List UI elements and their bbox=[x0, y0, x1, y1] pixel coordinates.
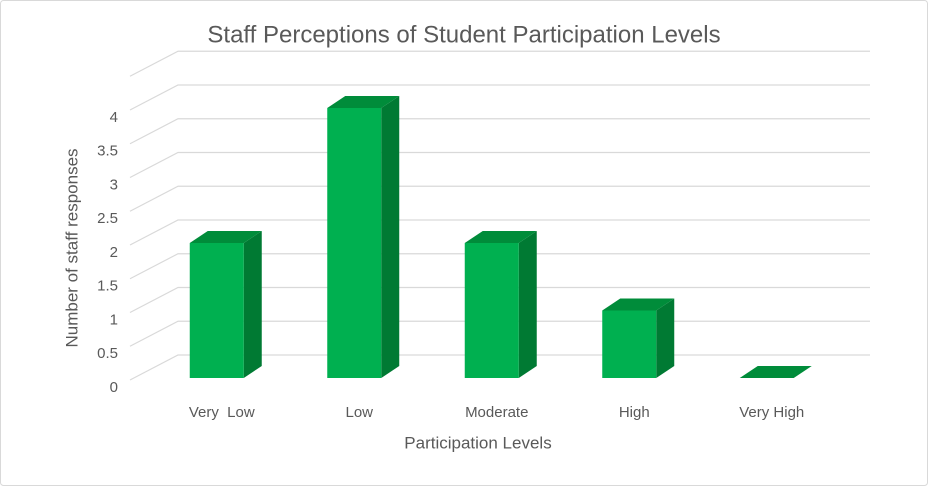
bar bbox=[327, 108, 382, 378]
y-tick-label: 3.5 bbox=[97, 143, 118, 160]
bar-top bbox=[739, 366, 812, 378]
y-axis-title: Number of staff responses bbox=[62, 148, 81, 347]
chart-title: Staff Perceptions of Student Participati… bbox=[207, 21, 720, 48]
grid-line bbox=[129, 185, 870, 212]
grid-line bbox=[129, 219, 870, 246]
bar-side bbox=[243, 231, 262, 378]
bar-top bbox=[327, 96, 400, 108]
y-tick-label: 2 bbox=[110, 244, 118, 261]
bar-side bbox=[381, 96, 400, 378]
y-tick-label: 3 bbox=[110, 176, 118, 193]
x-tick-label: High bbox=[619, 404, 650, 421]
y-tick-label: 4 bbox=[110, 109, 118, 126]
x-tick-label: Very Low bbox=[189, 404, 255, 421]
y-tick-label: 1 bbox=[110, 311, 118, 328]
grid-line bbox=[129, 118, 870, 145]
bar-top bbox=[189, 231, 262, 243]
grid-line bbox=[129, 253, 870, 280]
bar-side bbox=[656, 298, 675, 378]
y-tick-label: 0.5 bbox=[97, 345, 118, 362]
grid-line bbox=[129, 151, 870, 179]
x-tick-label: Low bbox=[345, 404, 373, 421]
x-axis-title: Participation Levels bbox=[404, 433, 551, 452]
bar bbox=[602, 310, 657, 378]
bar-top bbox=[464, 231, 537, 243]
bar-top bbox=[602, 298, 675, 311]
grid-line bbox=[129, 50, 870, 77]
bar-side bbox=[518, 231, 537, 378]
y-tick-label: 2.5 bbox=[97, 210, 118, 227]
bar bbox=[464, 243, 519, 378]
x-tick-label: Very High bbox=[739, 404, 804, 421]
x-tick-label: Moderate bbox=[465, 404, 528, 421]
grid-line bbox=[129, 286, 870, 314]
grid-line bbox=[129, 84, 870, 111]
y-tick-label: 0 bbox=[110, 379, 118, 396]
y-tick-label: 1.5 bbox=[97, 278, 118, 295]
bar bbox=[189, 243, 244, 378]
